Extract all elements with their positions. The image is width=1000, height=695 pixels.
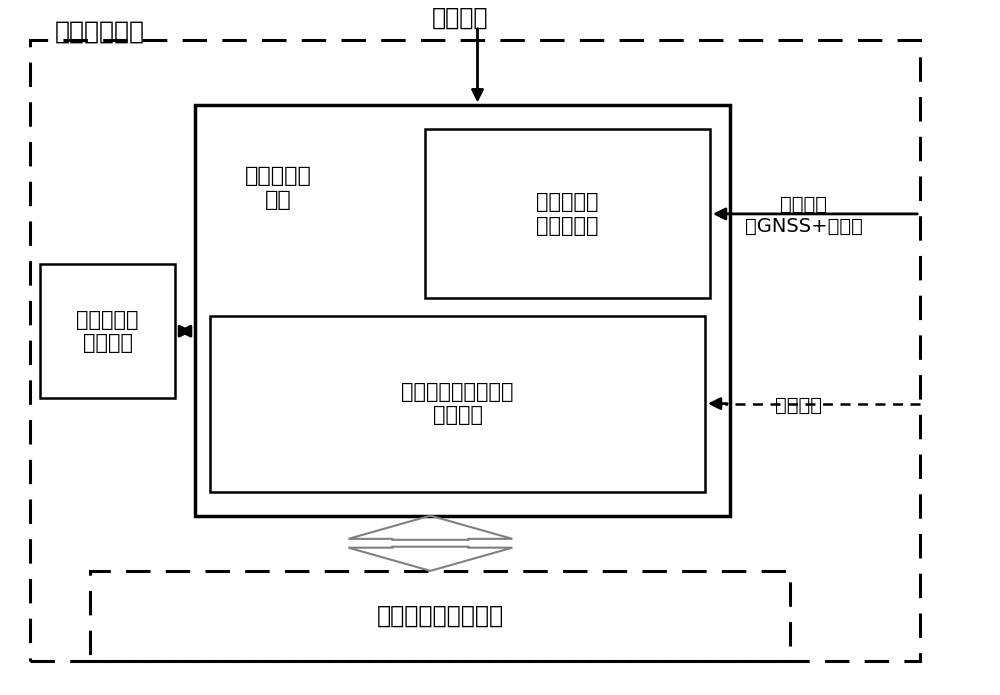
Text: 基础电源: 基础电源	[432, 6, 488, 29]
Bar	[30, 40, 920, 660]
Bar	[40, 264, 175, 398]
Text: 任务管理与控制信息
处理单元: 任务管理与控制信息 处理单元	[401, 382, 514, 425]
Text: 自主导航信
息处理单元: 自主导航信 息处理单元	[536, 193, 599, 236]
Text: 相对导航: 相对导航	[775, 396, 822, 415]
Bar	[425, 129, 710, 298]
Text: 卫星平台与任务载荷: 卫星平台与任务载荷	[376, 604, 504, 628]
Text: 绝对导航
（GNSS+星敏）: 绝对导航 （GNSS+星敏）	[745, 195, 863, 236]
Bar	[195, 105, 730, 516]
Bar	[210, 316, 705, 491]
Text: 集群飞行控
制器: 集群飞行控 制器	[245, 166, 312, 210]
Text: 基本生存模块: 基本生存模块	[55, 19, 145, 43]
Text: 无线自组织
网络节点: 无线自组织 网络节点	[76, 309, 139, 353]
Bar	[90, 571, 790, 660]
